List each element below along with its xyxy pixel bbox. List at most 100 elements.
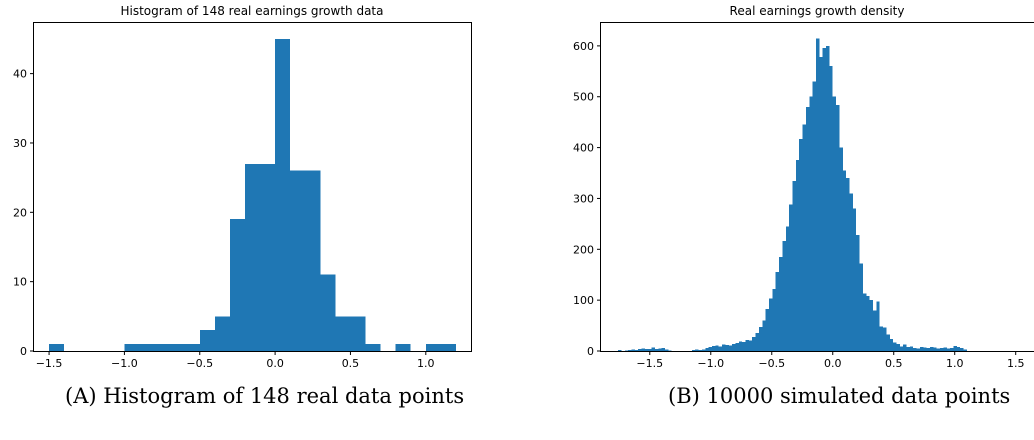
- histogram-bar: [725, 344, 729, 351]
- histogram-bar: [775, 272, 780, 351]
- histogram-bar: [320, 274, 336, 351]
- histogram-bar: [628, 349, 632, 351]
- histogram-bar: [883, 327, 887, 351]
- histogram-bar: [913, 347, 917, 351]
- x-tick-label: 0.5: [885, 357, 903, 370]
- y-tick-label: 600: [573, 40, 594, 53]
- histogram-bar: [963, 349, 967, 351]
- histogram-bar: [229, 219, 245, 351]
- chart-b-title: Real earnings growth density: [730, 4, 905, 18]
- histogram-bar: [742, 341, 746, 351]
- histogram-bar: [899, 346, 904, 351]
- histogram-bar: [661, 347, 666, 351]
- x-tick-label: −0.5: [186, 357, 213, 370]
- histogram-bar: [809, 96, 813, 351]
- y-tick-label: 40: [13, 68, 27, 81]
- histogram-bar: [779, 256, 783, 351]
- histogram-bar: [936, 348, 941, 351]
- histogram-bar: [872, 310, 877, 351]
- histogram-bar: [919, 346, 924, 351]
- histogram-bar: [805, 106, 810, 351]
- histogram-bar: [350, 316, 366, 351]
- histogram-bar: [819, 57, 823, 351]
- histogram-bar: [335, 316, 351, 351]
- histogram-bar: [618, 349, 622, 351]
- histogram-bar: [812, 81, 816, 351]
- chart-b-bars: [618, 38, 967, 352]
- histogram-bar: [846, 178, 850, 351]
- histogram-bar: [822, 47, 827, 352]
- histogram-bar: [799, 138, 803, 351]
- histogram-bar: [658, 348, 662, 351]
- simulated-density-chart: Real earnings growth density −1.5 −1.0 −0.…: [573, 4, 1034, 370]
- y-tick-label: 20: [13, 206, 27, 219]
- histogram-bar: [718, 346, 723, 351]
- histogram-bar: [722, 344, 726, 351]
- histogram-bar: [950, 347, 954, 351]
- histogram-bar: [933, 347, 937, 351]
- histogram-bar: [782, 241, 786, 351]
- histogram-bar: [701, 349, 706, 351]
- histogram-bar: [139, 344, 155, 351]
- histogram-bar: [708, 346, 712, 351]
- chart-a-bars: [49, 38, 456, 352]
- histogram-bar: [641, 348, 645, 351]
- y-tick-label: 100: [573, 294, 594, 307]
- histogram-bar: [755, 333, 759, 351]
- x-tick-label: 0.0: [824, 357, 842, 370]
- histogram-bar: [765, 308, 770, 351]
- histogram-bar: [836, 104, 840, 352]
- y-tick-label: 500: [573, 91, 594, 104]
- histogram-bar: [802, 124, 806, 351]
- chart-a-axes: −1.5 −1.0 −0.5 0.0 0.5 1.0 0 10 20 30 40: [13, 68, 435, 370]
- histogram-bar: [785, 226, 790, 351]
- histogram-bar: [889, 338, 894, 351]
- histogram-bar: [648, 348, 652, 351]
- histogram-bar: [832, 96, 837, 351]
- figure-canvas: Histogram of 148 real earnings growth da…: [13, 4, 1034, 370]
- y-tick-label: 0: [587, 345, 594, 358]
- chart-a-title: Histogram of 148 real earnings growth da…: [120, 4, 383, 18]
- histogram-bar: [748, 340, 753, 351]
- histogram-bar: [698, 349, 702, 351]
- y-tick-label: 400: [573, 142, 594, 155]
- histogram-bar: [290, 170, 306, 351]
- histogram-bar: [705, 347, 709, 351]
- histogram-bar: [866, 296, 870, 351]
- histogram-bar: [849, 193, 853, 351]
- histogram-bar: [184, 344, 200, 351]
- histogram-bar: [852, 208, 857, 351]
- histogram-bar: [856, 235, 860, 351]
- histogram-bar: [960, 347, 964, 351]
- histogram-bar: [395, 344, 411, 351]
- histogram-bar: [946, 348, 951, 351]
- histogram-bar: [365, 344, 381, 351]
- chart-b-axes: −1.5 −1.0 −0.5 0.0 0.5 1.0 1.5 0 100 200 300 400 500…: [573, 40, 1024, 370]
- histogram-bar: [943, 347, 947, 351]
- histogram-bar: [638, 348, 642, 351]
- histogram-bar: [956, 346, 961, 351]
- x-tick-label: 0.5: [342, 357, 360, 370]
- caption-a-text: Histogram of 148 real data points: [103, 384, 465, 408]
- histogram-bar: [425, 344, 441, 351]
- histogram-bar: [49, 344, 65, 351]
- y-tick-label: 10: [13, 276, 27, 289]
- x-tick-label: 1.5: [1007, 357, 1025, 370]
- histogram-bar: [859, 263, 863, 351]
- x-tick-label: 1.0: [946, 357, 964, 370]
- x-tick-label: 0.0: [266, 357, 284, 370]
- histogram-bar: [886, 334, 890, 351]
- histogram-bar: [735, 342, 739, 351]
- histogram-bar: [906, 346, 910, 351]
- histogram-bar: [631, 349, 635, 351]
- x-tick-label: −1.5: [36, 357, 63, 370]
- x-tick-label: −1.0: [697, 357, 724, 370]
- histogram-bar: [789, 204, 793, 351]
- x-tick-label: −1.5: [636, 357, 663, 370]
- histogram-bar: [876, 301, 880, 351]
- histogram-bar: [842, 170, 847, 351]
- histogram-bar: [668, 350, 672, 351]
- histogram-bar: [651, 347, 655, 351]
- histogram-bar: [745, 339, 749, 351]
- chart-b-frame: [600, 22, 1034, 352]
